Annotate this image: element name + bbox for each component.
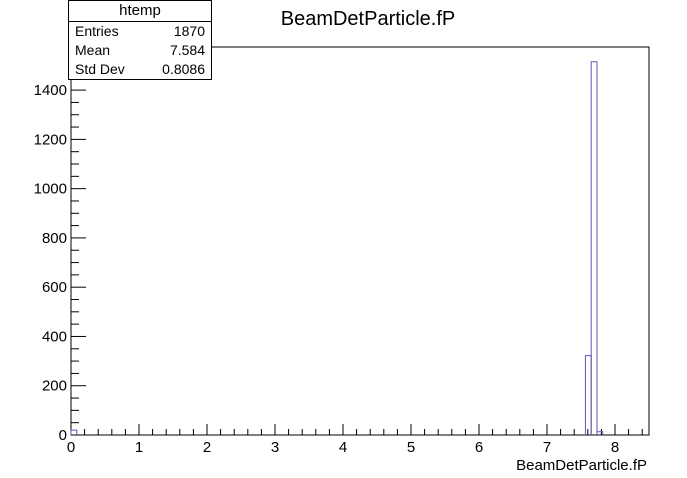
stats-label: Mean xyxy=(75,42,111,58)
histogram-bars xyxy=(70,61,604,435)
x-tick-label: 7 xyxy=(543,439,551,456)
x-tick-label: 2 xyxy=(203,439,211,456)
stats-row-entries: Entries 1870 xyxy=(69,22,211,41)
stats-row-mean: Mean 7.584 xyxy=(69,41,211,60)
histogram-bin-0 xyxy=(70,429,78,435)
stats-value: 7.584 xyxy=(169,42,205,58)
histogram-bin-3 xyxy=(596,431,604,435)
y-tick-label: 1200 xyxy=(34,131,67,148)
x-axis-label: BeamDetParticle.fP xyxy=(516,457,647,474)
y-tick-label: 800 xyxy=(42,230,67,247)
chart-title: BeamDetParticle.fP xyxy=(281,8,456,30)
stats-row-stddev: Std Dev 0.8086 xyxy=(69,60,211,79)
x-tick-label: 8 xyxy=(611,439,619,456)
x-tick-label: 1 xyxy=(135,439,143,456)
y-tick-label: 1000 xyxy=(34,181,67,198)
axes: 0 1 2 3 4 5 6 7 8 0 200 400 600 800 1000 1200 1400 xyxy=(34,52,643,456)
plot-frame xyxy=(70,46,650,436)
x-tick-label: 6 xyxy=(475,439,483,456)
histogram-bin-2 xyxy=(590,61,598,435)
y-tick-label: 400 xyxy=(42,328,67,345)
y-tick-label: 200 xyxy=(42,378,67,395)
stats-label: Std Dev xyxy=(75,61,125,77)
y-tick-label: 600 xyxy=(42,279,67,296)
stats-title: htemp xyxy=(69,1,211,22)
x-tick-label: 5 xyxy=(407,439,415,456)
stats-value: 1870 xyxy=(173,23,205,39)
y-tick-label: 1400 xyxy=(34,82,67,99)
stats-label: Entries xyxy=(75,23,119,39)
x-tick-label: 4 xyxy=(339,439,347,456)
y-tick-label: 0 xyxy=(59,427,67,444)
stats-value: 0.8086 xyxy=(162,61,205,77)
x-tick-label: 0 xyxy=(67,439,75,456)
histogram-bin-1 xyxy=(584,355,592,435)
x-tick-label: 3 xyxy=(271,439,279,456)
stats-box: htemp Entries 1870 Mean 7.584 Std Dev 0.… xyxy=(68,0,212,80)
